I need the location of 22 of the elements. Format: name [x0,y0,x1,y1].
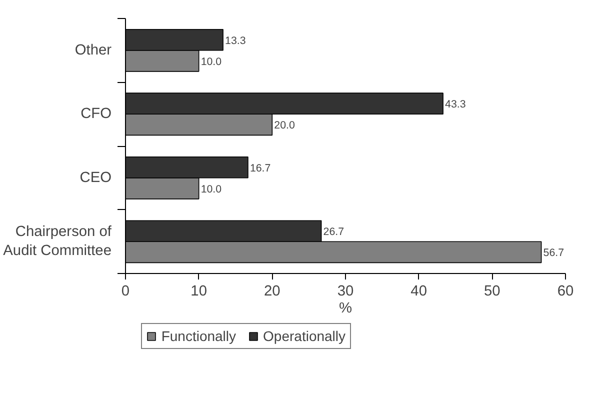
legend-label: Operationally [263,328,346,344]
x-tick-label: 50 [484,284,500,300]
x-tick-label: 60 [557,284,574,300]
x-tick-label: 30 [337,284,354,300]
x-tick-label: 10 [190,284,207,300]
data-label: 10.0 [200,56,222,68]
data-label: 43.3 [445,98,466,111]
legend-label: Functionally [161,328,236,344]
y-tick-label: CFO [80,106,112,122]
data-label: 16.7 [250,162,271,174]
data-label: 20.0 [274,120,295,132]
x-tick-label: 0 [121,284,130,300]
y-tick-label: Other [74,42,112,58]
x-tick-label: 40 [410,284,427,300]
y-tick-label: CEO [80,170,112,186]
data-label: 56.7 [543,247,564,260]
data-label: 10.0 [200,183,222,196]
x-tick-label: 20 [264,284,280,300]
y-tick-label: Chairperson of Audit Committee [3,224,112,260]
x-axis-title: % [338,300,352,316]
data-label: 13.3 [225,34,246,47]
data-label: 26.7 [323,226,344,238]
